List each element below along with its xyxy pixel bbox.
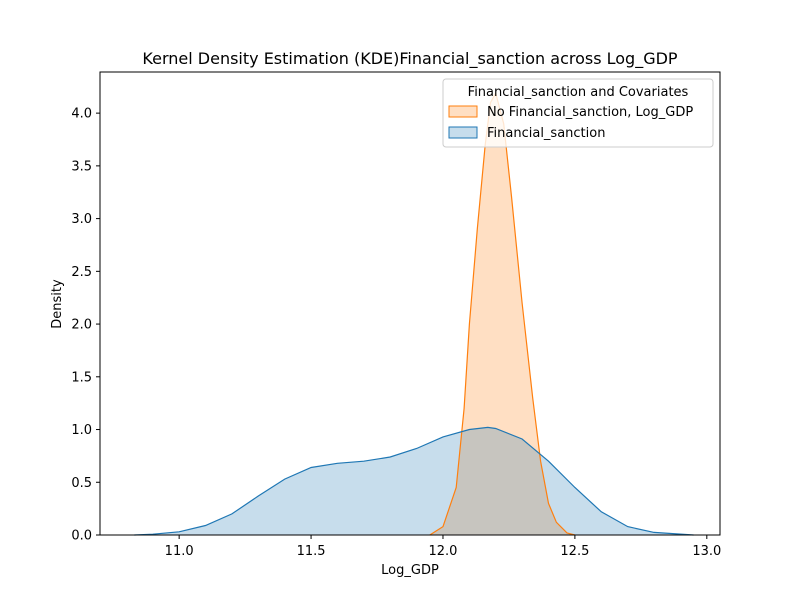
series-0-area	[429, 93, 575, 535]
x-tick-label: 13.0	[692, 544, 721, 559]
legend-title: Financial_sanction and Covariates	[468, 85, 689, 100]
legend: Financial_sanction and Covariates No Fin…	[442, 78, 714, 148]
x-axis: 11.0 11.5 12.0 12.5 13.0	[165, 535, 721, 559]
legend-label-sanction: Financial_sanction	[487, 126, 605, 141]
y-tick-label: 1.5	[71, 370, 92, 385]
y-tick-label: 0.5	[71, 476, 92, 491]
y-tick-label: 3.5	[71, 159, 92, 174]
legend-swatch-sanction	[448, 126, 478, 139]
x-tick-label: 12.0	[429, 544, 458, 559]
y-tick-label: 0.0	[71, 529, 92, 544]
legend-swatch-no-sanction	[448, 105, 478, 118]
y-tick-label: 2.0	[71, 318, 92, 333]
legend-box	[442, 78, 714, 148]
x-tick-label: 11.5	[297, 544, 326, 559]
y-tick-label: 3.0	[71, 212, 92, 227]
y-tick-label: 1.0	[71, 423, 92, 438]
series-1-line	[134, 426, 694, 536]
series-1-area	[134, 427, 694, 535]
plot-frame	[99, 71, 721, 536]
chart-title: Kernel Density Estimation (KDE)Financial…	[142, 49, 678, 69]
y-axis-label: Density	[50, 279, 65, 329]
x-axis-label: Log_GDP	[381, 563, 439, 578]
legend-label-no-sanction: No Financial_sanction, Log_GDP	[487, 105, 693, 120]
y-tick-label: 2.5	[71, 265, 92, 280]
y-axis: 0.0 0.5 1.0 1.5 2.0 2.5 3.0 3.5 4.0	[71, 107, 100, 544]
x-tick-label: 11.0	[165, 544, 194, 559]
y-tick-label: 4.0	[71, 107, 92, 122]
x-tick-label: 12.5	[560, 544, 589, 559]
